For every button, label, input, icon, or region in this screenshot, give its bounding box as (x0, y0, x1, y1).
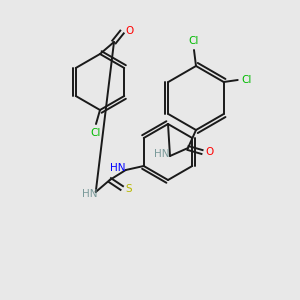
Text: O: O (206, 147, 214, 157)
Text: HN: HN (110, 163, 125, 173)
Text: HN: HN (82, 189, 98, 199)
Text: Cl: Cl (242, 75, 252, 85)
Text: S: S (125, 184, 132, 194)
Text: O: O (125, 26, 133, 36)
Text: Cl: Cl (91, 128, 101, 138)
Text: HN: HN (154, 149, 170, 159)
Text: Cl: Cl (189, 36, 199, 46)
